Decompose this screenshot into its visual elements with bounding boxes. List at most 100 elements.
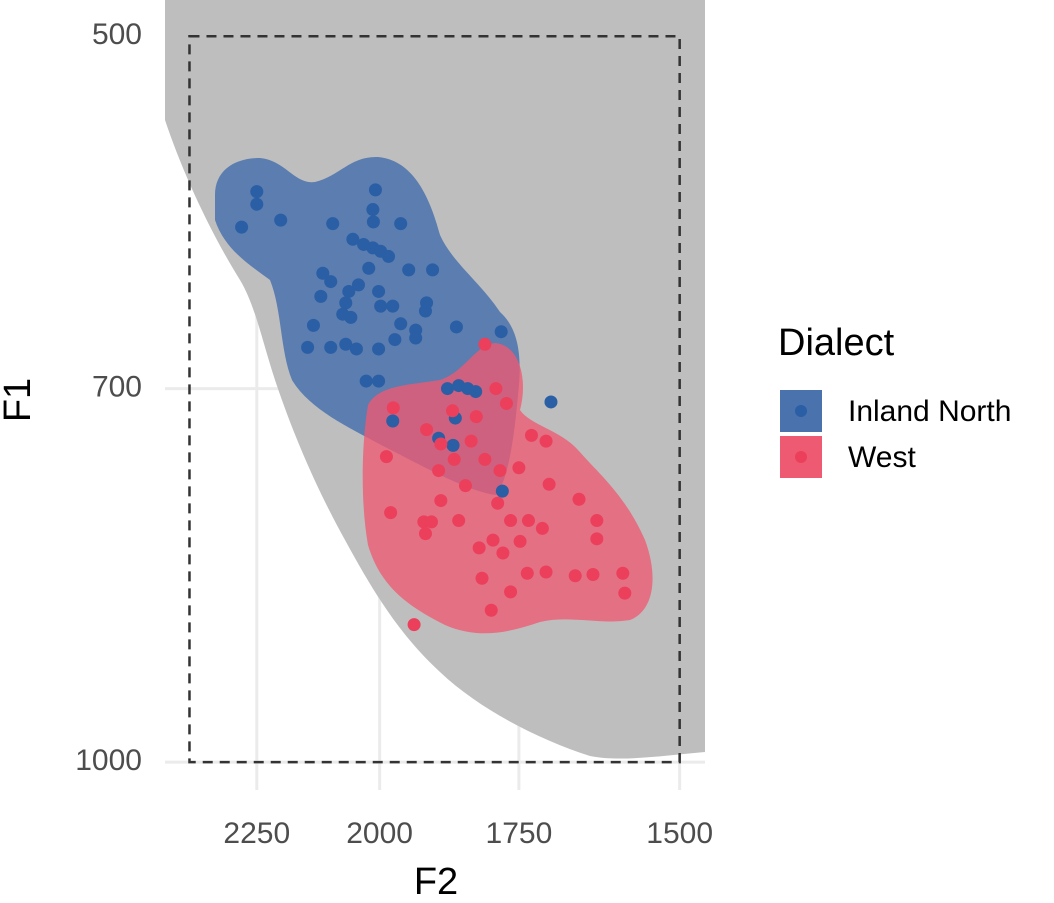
point (386, 414, 400, 428)
point (366, 203, 380, 217)
point (512, 461, 526, 475)
point (478, 337, 492, 351)
point (446, 404, 460, 418)
legend-label: West (848, 441, 916, 474)
point (504, 514, 518, 528)
bounds-rect (188, 34, 681, 764)
point (324, 340, 338, 354)
point (499, 396, 513, 410)
point (458, 479, 472, 493)
legend-label: Inland North (848, 395, 1011, 428)
point (346, 232, 360, 246)
point (420, 423, 434, 437)
point (362, 261, 376, 275)
legend-title: Dialect (778, 322, 895, 364)
point (316, 266, 330, 280)
point (394, 317, 408, 331)
point (544, 395, 558, 409)
point (394, 217, 408, 231)
point (520, 566, 534, 580)
point (409, 331, 423, 345)
point (235, 220, 249, 234)
point (424, 515, 438, 529)
x-tick-label: 1500 (646, 817, 713, 850)
point (539, 565, 553, 579)
point (452, 514, 466, 528)
point (495, 484, 509, 498)
point (426, 263, 440, 277)
x-tick-label: 1750 (486, 817, 553, 850)
point (344, 310, 358, 324)
point (478, 452, 492, 466)
point (496, 546, 510, 560)
point (418, 527, 432, 541)
y-tick-label: 1000 (75, 744, 142, 777)
point (504, 585, 518, 599)
x-axis-title: F2 (414, 861, 458, 903)
point (489, 382, 503, 396)
point (484, 603, 498, 617)
point (372, 374, 386, 388)
point (388, 333, 402, 347)
point (384, 506, 398, 520)
point (326, 217, 340, 231)
point (513, 534, 527, 548)
point (434, 437, 448, 451)
point (324, 275, 338, 289)
point (339, 337, 353, 351)
point (469, 410, 483, 424)
point (493, 464, 507, 478)
point (590, 532, 604, 546)
point (418, 304, 432, 318)
y-tick-label: 500 (92, 18, 142, 51)
point (314, 289, 328, 303)
point (524, 428, 538, 442)
point (486, 533, 500, 547)
point (434, 494, 448, 508)
point (386, 401, 400, 415)
point (372, 342, 386, 356)
point (618, 586, 632, 600)
point (250, 185, 264, 199)
point (306, 318, 320, 332)
point (491, 496, 505, 510)
y-tick-label: 700 (92, 371, 142, 404)
point (339, 296, 353, 310)
point (440, 382, 454, 396)
point (301, 340, 315, 354)
point (349, 342, 363, 356)
point (494, 325, 508, 339)
point (351, 278, 365, 292)
legend-point (795, 405, 807, 417)
point (379, 450, 393, 464)
point (372, 284, 386, 298)
point (274, 213, 288, 227)
point (366, 215, 380, 229)
point (475, 571, 489, 585)
point (382, 249, 396, 263)
point (368, 183, 382, 197)
point (472, 541, 486, 555)
x-tick-label: 2250 (223, 817, 290, 850)
point (359, 374, 373, 388)
point (250, 197, 264, 211)
point (542, 477, 556, 491)
y-axis-title: F1 (0, 378, 39, 422)
point (568, 569, 582, 583)
point (402, 263, 416, 277)
point (342, 284, 356, 298)
x-tick-label: 2000 (346, 817, 413, 850)
point (407, 618, 421, 632)
point (386, 299, 400, 313)
point (586, 568, 600, 582)
point (521, 514, 535, 528)
point (449, 320, 463, 334)
point (572, 492, 586, 506)
points (235, 183, 632, 632)
point (469, 385, 483, 399)
point (590, 514, 604, 528)
point (447, 452, 461, 466)
point (616, 566, 630, 580)
point (535, 521, 549, 535)
